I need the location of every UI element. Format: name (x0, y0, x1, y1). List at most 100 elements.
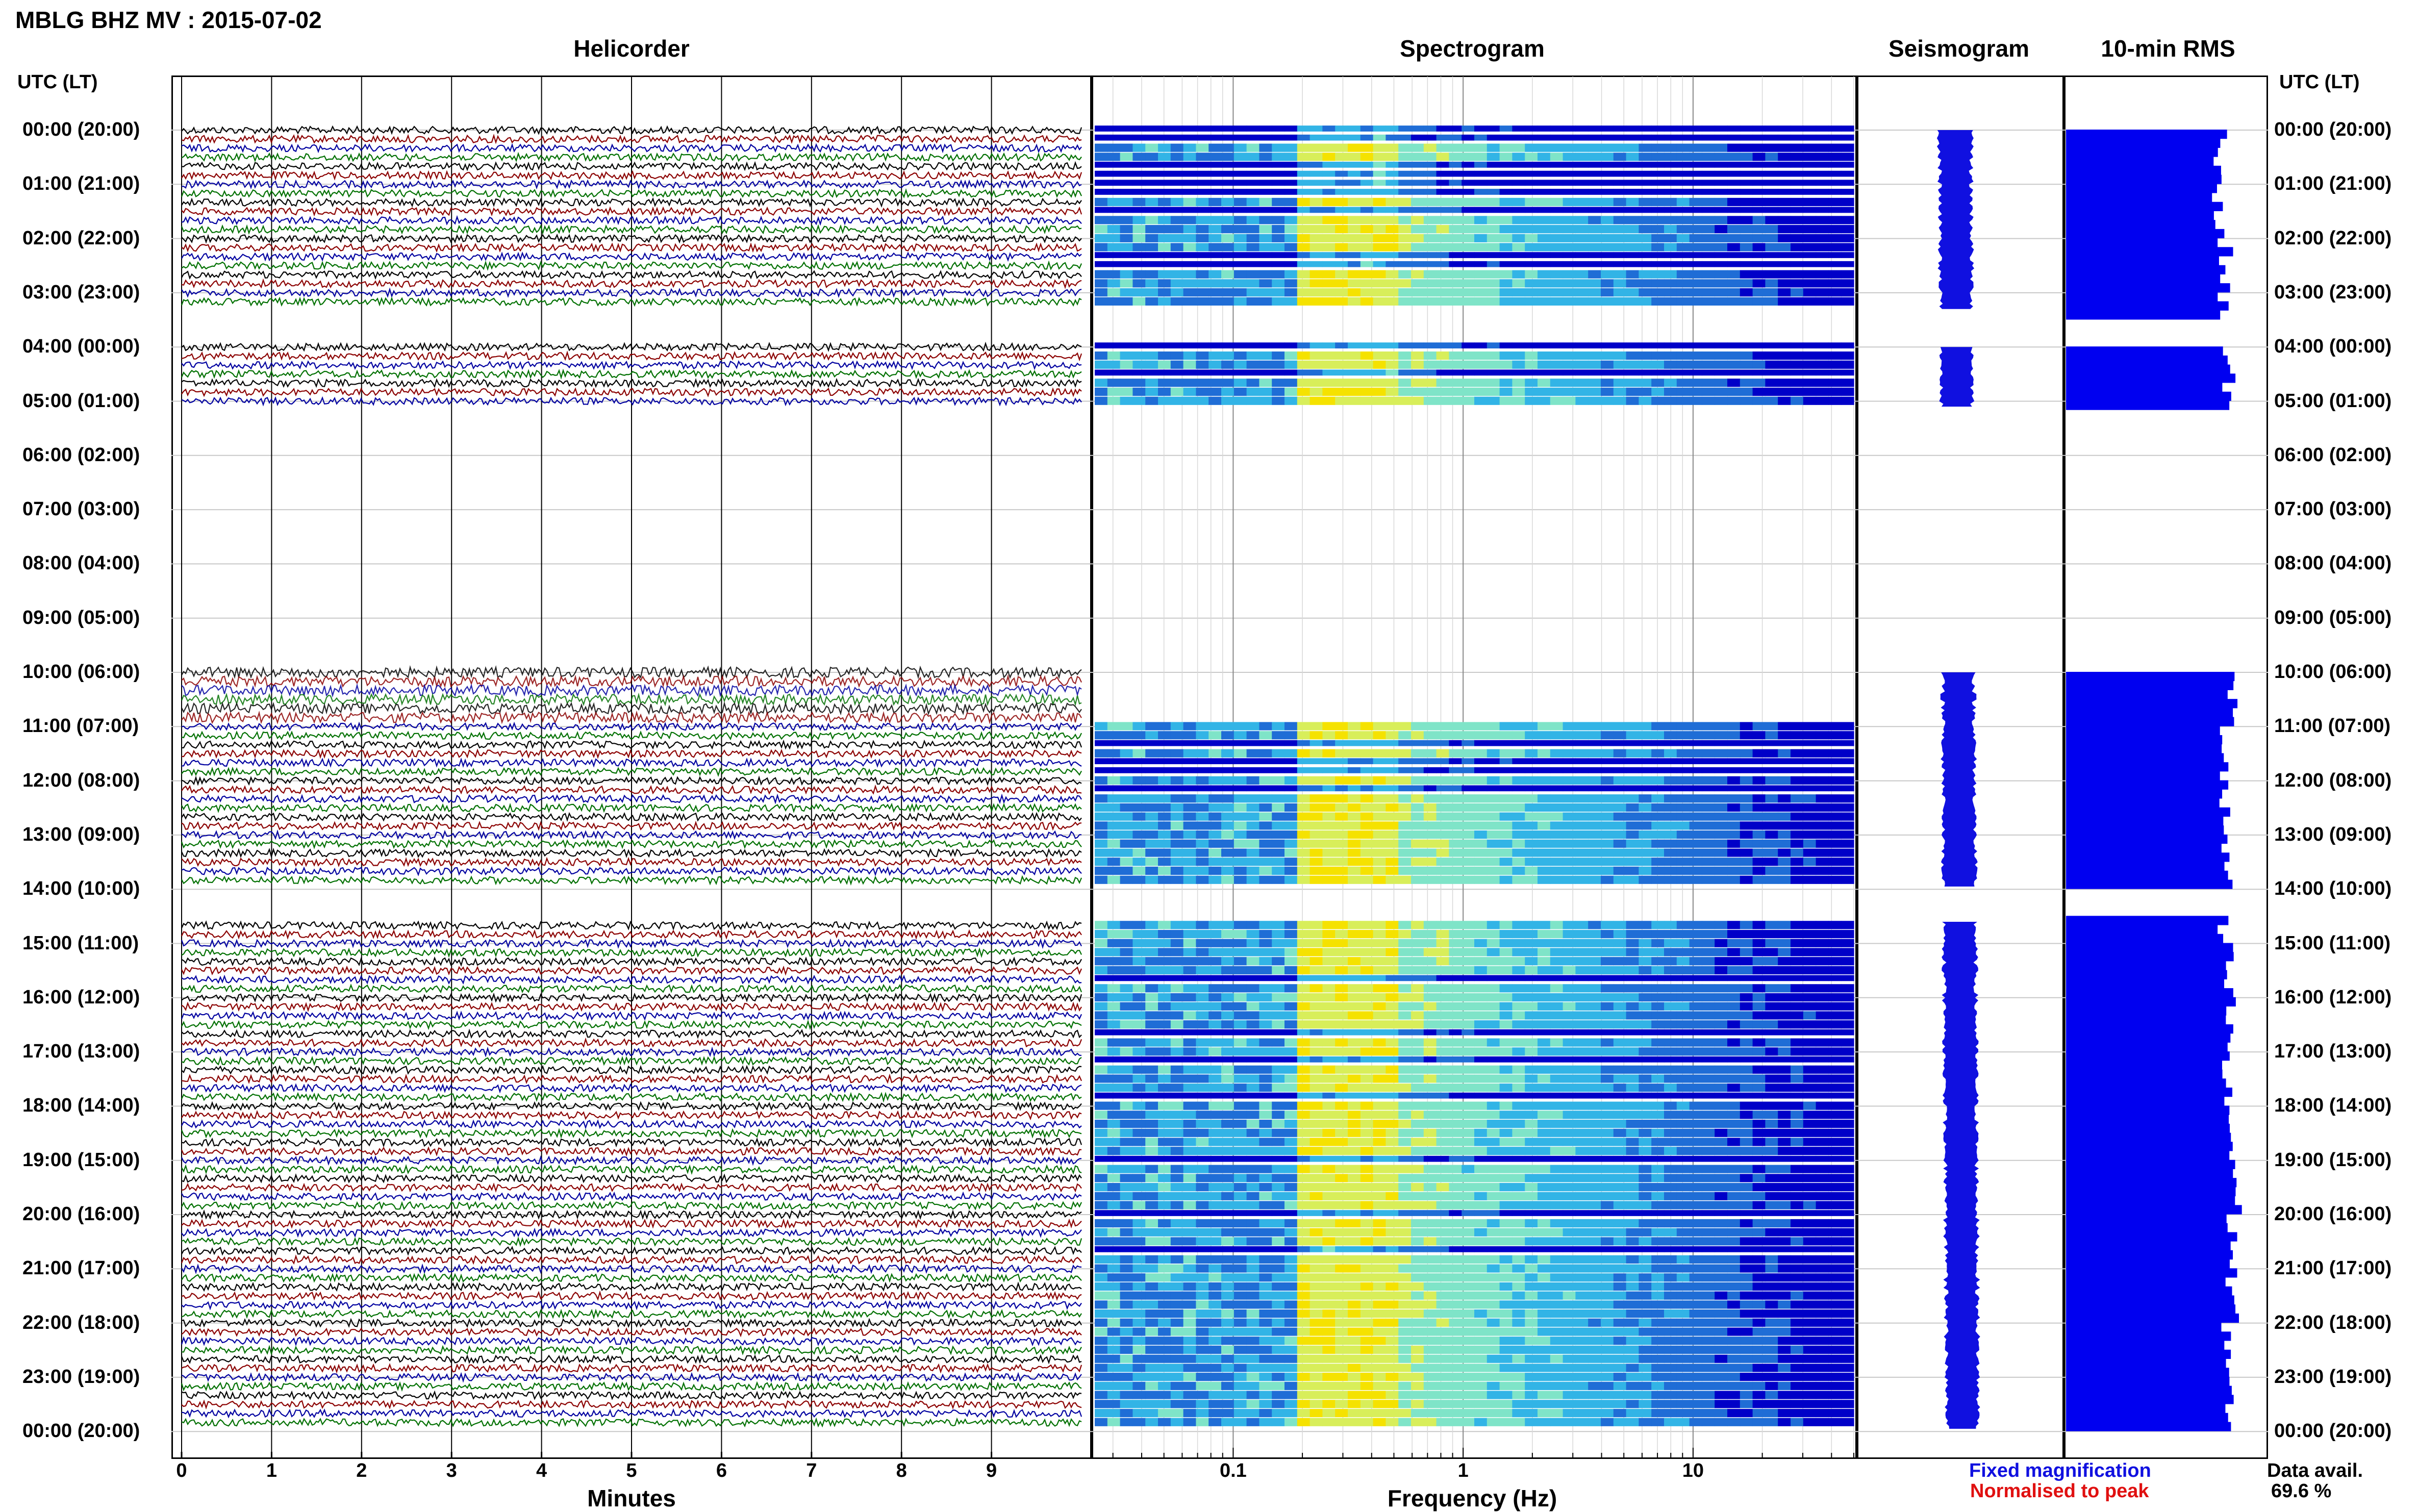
spectrogram-cell (1348, 388, 1361, 396)
spectrogram-cell (1132, 848, 1145, 856)
spectrogram-cell (1145, 821, 1158, 829)
spectrogram-cell (1297, 1066, 1310, 1074)
spectrogram-cell (1538, 207, 1550, 213)
spectrogram-cell (1322, 207, 1335, 213)
spectrogram-cell (1841, 1039, 1854, 1047)
spectrogram-cell (1132, 1147, 1145, 1155)
spectrogram-cell (1651, 125, 1664, 132)
spectrogram-cell (1601, 397, 1614, 405)
spectrogram-cell (1816, 1047, 1829, 1055)
spectrogram-cell (1677, 162, 1690, 168)
spectrogram-cell (1437, 1011, 1449, 1019)
spectrogram-cell (1816, 1138, 1829, 1146)
spectrogram-cell (1183, 243, 1196, 251)
spectrogram-cell (1132, 279, 1145, 287)
spectrogram-cell (1221, 722, 1234, 730)
spectrogram-cell (1107, 397, 1120, 405)
spectrogram-cell (1677, 758, 1690, 764)
spectrogram-cell (1841, 1183, 1854, 1191)
spectrogram-cell (1803, 1183, 1816, 1191)
spectrogram-cell (1310, 297, 1323, 306)
spectrogram-cell (1651, 342, 1664, 348)
spectrogram-cell (1626, 369, 1639, 375)
spectrogram-cell (1740, 858, 1753, 866)
spectrogram-cell (1437, 207, 1449, 213)
spectrogram-cell (1095, 153, 1107, 161)
spectrogram-cell (1272, 297, 1284, 306)
spectrogram-cell (1639, 297, 1651, 306)
spectrogram-cell (1398, 758, 1411, 764)
spectrogram-cell (1651, 722, 1664, 730)
spectrogram-cell (1107, 1156, 1120, 1162)
spectrogram-cell (1664, 830, 1677, 839)
spectrogram-cell (1272, 975, 1284, 981)
spectrogram-cell (1132, 189, 1145, 195)
spectrogram-cell (1563, 930, 1576, 938)
spectrogram-cell (1614, 216, 1626, 224)
spectrogram-cell (1803, 1102, 1816, 1110)
spectrogram-cell (1208, 1056, 1221, 1063)
spectrogram-cell (1816, 830, 1829, 839)
spectrogram-cell (1297, 1083, 1310, 1092)
spectrogram-cell (1120, 767, 1133, 773)
spectrogram-cell (1297, 1056, 1310, 1063)
spectrogram-cell (1715, 939, 1727, 947)
spectrogram-cell (1145, 1138, 1158, 1146)
spectrogram-cell (1816, 1011, 1829, 1019)
spectrogram-cell (1259, 180, 1272, 186)
spectrogram-cell (1208, 397, 1221, 405)
spectrogram-cell (1677, 297, 1690, 306)
spectrogram-cell (1284, 840, 1297, 848)
spectrogram-cell (1335, 1102, 1348, 1110)
spectrogram-cell (1626, 1039, 1639, 1047)
spectrogram-cell (1677, 1174, 1690, 1182)
spectrogram-cell (1500, 813, 1513, 821)
spectrogram-cell (1373, 1102, 1386, 1110)
spectrogram-cell (1158, 921, 1171, 929)
spectrogram-cell (1424, 225, 1437, 233)
spectrogram-cell (1715, 813, 1727, 821)
spectrogram-cell (1715, 279, 1727, 287)
spectrogram-cell (1247, 930, 1260, 938)
spectrogram-cell (1145, 198, 1158, 206)
spectrogram-cell (1310, 198, 1323, 206)
spectrogram-cell (1449, 162, 1462, 168)
spectrogram-cell (1740, 840, 1753, 848)
spectrogram-cell (1095, 397, 1107, 405)
spectrogram-cell (1196, 722, 1208, 730)
spectrogram-cell (1437, 261, 1449, 267)
spectrogram-cell (1145, 1174, 1158, 1182)
spectrogram-cell (1171, 1192, 1183, 1200)
spectrogram-cell (1765, 975, 1778, 981)
spectrogram-cell (1196, 1120, 1208, 1128)
spectrogram-cell (1512, 225, 1525, 233)
spectrogram-cell (1348, 1029, 1361, 1036)
spectrogram-cell (1221, 252, 1234, 258)
spectrogram-cell (1715, 1138, 1727, 1146)
spectrogram-cell (1386, 1201, 1398, 1209)
spectrogram-cell (1765, 1138, 1778, 1146)
spectrogram-cell (1386, 1210, 1398, 1216)
spectrogram-cells (1095, 125, 1854, 1426)
spectrogram-cell (1677, 1020, 1690, 1028)
spectrogram-cell (1234, 189, 1247, 195)
spectrogram-cell (1424, 821, 1437, 829)
spectrogram-cell (1411, 125, 1424, 132)
spectrogram-cell (1639, 369, 1651, 375)
spectrogram-cell (1183, 153, 1196, 161)
spectrogram-cell (1500, 261, 1513, 267)
spectrogram-cell (1614, 361, 1626, 369)
spectrogram-cell (1361, 1047, 1373, 1055)
spectrogram-cell (1437, 1201, 1449, 1209)
spectrogram-cell (1095, 794, 1107, 802)
spectrogram-cell (1158, 397, 1171, 405)
spectrogram-cell (1348, 867, 1361, 875)
spectrogram-cell (1575, 1183, 1588, 1191)
spectrogram-cell (1398, 369, 1411, 375)
spectrogram-cell (1183, 939, 1196, 947)
spectrogram-cell (1095, 1183, 1107, 1191)
spectrogram-cell (1512, 1111, 1525, 1119)
spectrogram-cell (1626, 731, 1639, 739)
spectrogram-cell (1791, 207, 1803, 213)
spectrogram-cell (1297, 234, 1310, 242)
